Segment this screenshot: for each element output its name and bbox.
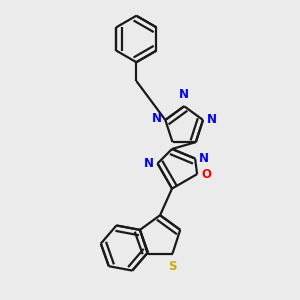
Text: O: O <box>202 168 212 181</box>
Text: N: N <box>143 157 153 170</box>
Text: N: N <box>199 152 209 165</box>
Text: S: S <box>168 260 177 273</box>
Text: N: N <box>206 113 216 126</box>
Text: N: N <box>152 112 162 125</box>
Text: N: N <box>179 88 189 101</box>
